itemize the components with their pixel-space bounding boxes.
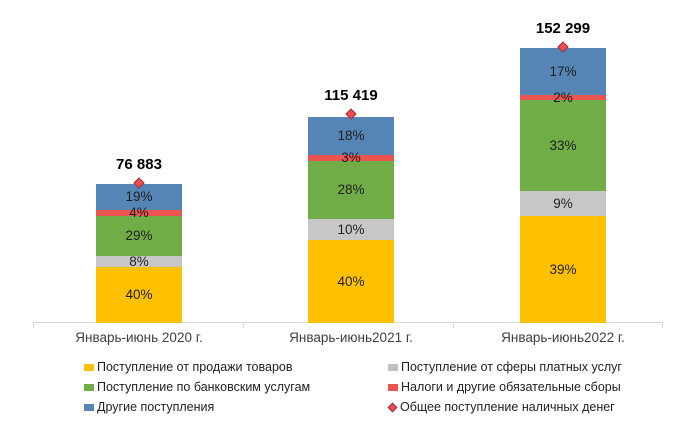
legend-color-swatch-icon [84,383,94,391]
legend-color-swatch-icon [388,363,398,371]
legend-label: Налоги и другие обязательные сборы [401,380,621,394]
percent-label: 2% [553,89,573,105]
x-axis-tick [33,322,34,328]
percent-label: 4% [129,205,149,221]
legend-color-swatch-icon [84,363,94,371]
category-label: Январь-июнь2021 г. [289,330,413,345]
legend-color-swatch-icon [84,403,94,411]
percent-label: 40% [337,273,365,289]
bar-segment: 17% [520,48,606,95]
percent-label: 33% [549,137,577,153]
percent-label: 19% [125,189,153,205]
legend-item: Поступление по банковским услугам [84,380,388,394]
percent-label: 3% [341,150,361,166]
bar-segment: 39% [520,216,606,323]
total-value-label: 152 299 [535,20,591,37]
bar-segment: 40% [96,267,182,323]
total-value-label: 76 883 [116,156,162,173]
stacked-bar: 40% 10% 28% 3% 18% 115 419 [308,87,394,323]
bar-segment: 9% [520,191,606,216]
bar-segment: 8% [96,253,182,269]
bar-segment: 40% [308,240,394,323]
percent-label: 9% [553,195,573,211]
bar-segment: 28% [308,161,394,219]
legend-item: Поступление от продажи товаров [84,360,388,374]
bar-segment: 29% [96,216,182,256]
legend-label: Поступление от продажи товаров [97,360,293,374]
percent-label: 10% [337,221,365,237]
x-axis-tick [243,322,244,328]
stacked-bar: 39% 9% 33% 2% 17% 152 299 [520,20,606,323]
legend-item: Налоги и другие обязательные сборы [388,380,622,394]
bar-segment: 10% [308,219,394,240]
category-label: Январь-июнь 2020 г. [75,330,203,345]
bar-segment: 4% [96,206,182,219]
total-value-label: 115 419 [324,87,378,104]
percent-label: 8% [129,253,149,269]
legend-color-swatch-icon [388,383,398,391]
legend-diamond-marker-icon [387,402,398,412]
percent-label: 28% [337,182,365,198]
x-axis-tick [453,322,454,328]
bar-segment: 18% [308,117,394,155]
legend-label: Поступление по банковским услугам [97,380,311,394]
legend-label: Поступление от сферы платных услуг [401,360,622,374]
bar-segment: 3% [308,151,394,164]
legend-item: Поступление от сферы платных услуг [388,360,622,374]
percent-label: 40% [125,287,153,303]
category-label: Январь-июнь2022 г. [501,330,625,345]
legend-label: Другие поступления [97,400,215,414]
bar-segment: 2% [520,91,606,104]
percent-label: 29% [125,228,153,244]
x-axis-tick [662,322,663,328]
bar-segment: 33% [520,100,606,191]
chart-legend: Поступление от продажи товаров Поступлени… [84,357,622,417]
legend-item: Другие поступления [84,400,388,414]
stacked-bar: 40% 8% 29% 4% 19% 76 883 [96,156,182,323]
percent-label: 17% [549,63,577,79]
percent-label: 18% [337,128,365,144]
legend-label: Общее поступление наличных денег [400,400,615,414]
percent-label: 39% [549,261,577,277]
legend-item: Общее поступление наличных денег [387,400,622,414]
